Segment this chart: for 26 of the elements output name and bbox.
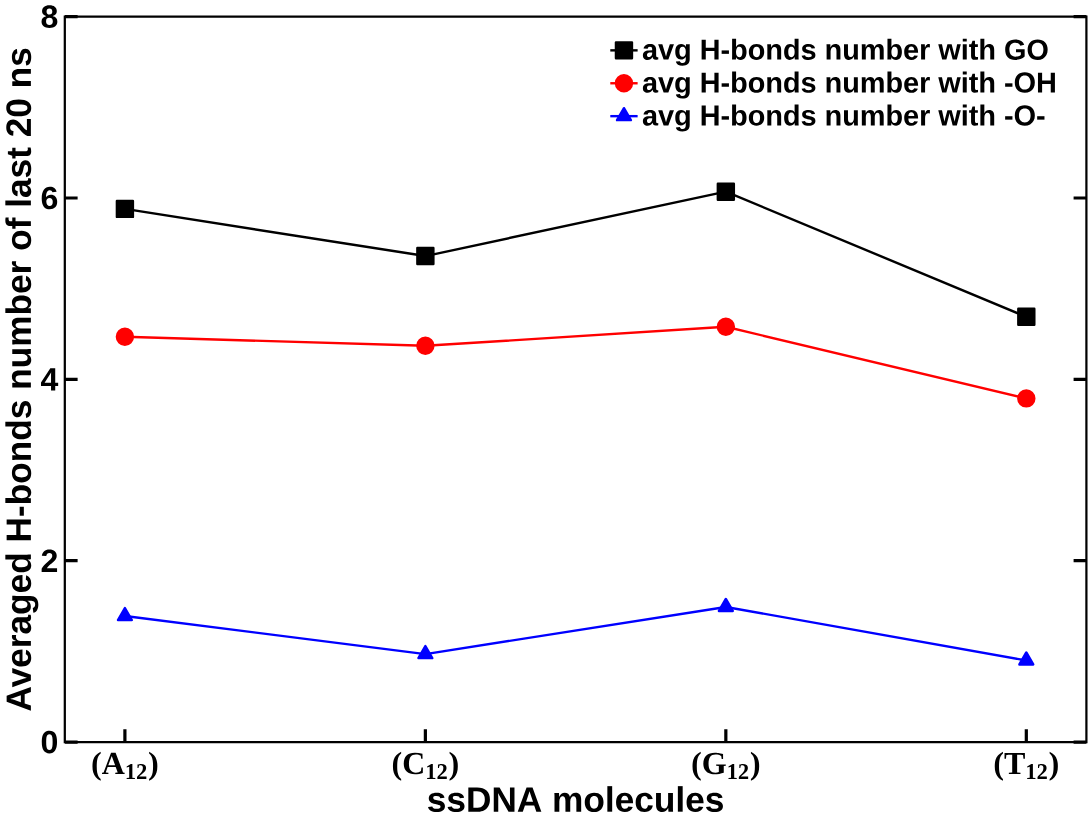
x-axis-title: ssDNA molecules bbox=[428, 785, 723, 812]
x-tick-label: (G$_{12}$) bbox=[692, 751, 760, 781]
y-tick-label: 4 bbox=[41, 368, 59, 391]
point bbox=[716, 317, 736, 336]
point bbox=[416, 246, 435, 266]
point bbox=[416, 336, 435, 355]
y-axis-title: Averaged H-bonds number of last 20 ns bbox=[5, 48, 39, 711]
point bbox=[115, 199, 135, 218]
y-tick-label: 0 bbox=[41, 730, 58, 754]
point bbox=[115, 327, 135, 346]
point bbox=[1017, 389, 1036, 408]
point bbox=[417, 644, 434, 660]
point bbox=[717, 597, 734, 612]
legend-label: avg H-bonds number with -O- bbox=[642, 104, 1045, 132]
y-tick-label: 2 bbox=[41, 549, 58, 572]
x-tick-label: (C$_{12}$) bbox=[392, 751, 458, 781]
legend-label: avg H-bonds number with GO bbox=[642, 38, 1048, 66]
point bbox=[1017, 307, 1036, 326]
y-tick-label: 6 bbox=[41, 186, 58, 210]
y-tick-label: 8 bbox=[41, 5, 58, 28]
legend-label: avg H-bonds number with -OH bbox=[642, 71, 1055, 99]
x-tick-label: (A$_{12}$) bbox=[92, 751, 158, 781]
point bbox=[116, 606, 134, 622]
x-tick-label: (T$_{12}$) bbox=[994, 751, 1058, 781]
point bbox=[716, 182, 736, 201]
point bbox=[1018, 651, 1035, 666]
